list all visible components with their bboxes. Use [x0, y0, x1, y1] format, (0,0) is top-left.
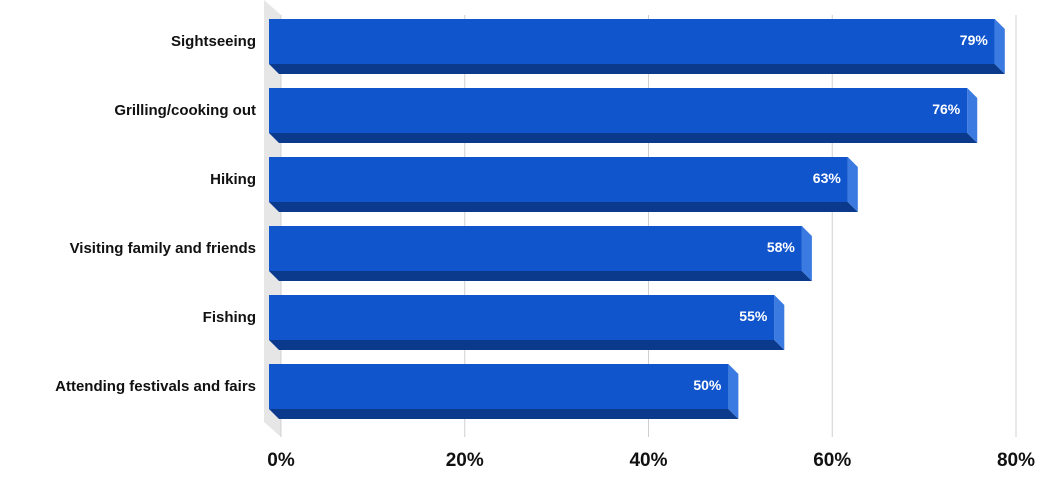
bar-side	[728, 364, 739, 419]
value-label: 79%	[960, 32, 989, 48]
x-tick-label: 60%	[813, 450, 851, 471]
bar-bottom	[269, 202, 858, 212]
x-tick-label: 40%	[629, 450, 667, 471]
y-tick-label: Visiting family and friends	[70, 240, 256, 257]
bar-bottom	[269, 340, 785, 350]
x-tick-label: 20%	[446, 450, 484, 471]
bar	[269, 88, 968, 133]
value-label: 50%	[693, 377, 722, 393]
x-tick-label: 80%	[997, 450, 1035, 471]
bar	[269, 226, 802, 271]
y-tick-label: Attending festivals and fairs	[55, 378, 256, 395]
bar	[269, 364, 729, 409]
bar-side	[994, 19, 1005, 74]
bar-side	[967, 88, 978, 143]
bar-bottom	[269, 409, 739, 419]
bar-side	[847, 157, 858, 212]
y-tick-label: Sightseeing	[171, 33, 256, 50]
x-tick-label: 0%	[267, 450, 295, 471]
y-tick-label: Grilling/cooking out	[114, 102, 256, 119]
bar	[269, 295, 775, 340]
value-label: 58%	[767, 239, 796, 255]
bar-bottom	[269, 64, 1005, 74]
y-tick-label: Hiking	[210, 171, 256, 188]
value-label: 55%	[739, 308, 768, 324]
bar-bottom	[269, 271, 812, 281]
y-tick-label: Fishing	[203, 309, 256, 326]
bar	[269, 19, 995, 64]
bar-side	[774, 295, 785, 350]
bar-bottom	[269, 133, 978, 143]
value-label: 63%	[813, 170, 842, 186]
bar	[269, 157, 848, 202]
value-label: 76%	[932, 101, 961, 117]
bar-side	[801, 226, 812, 281]
